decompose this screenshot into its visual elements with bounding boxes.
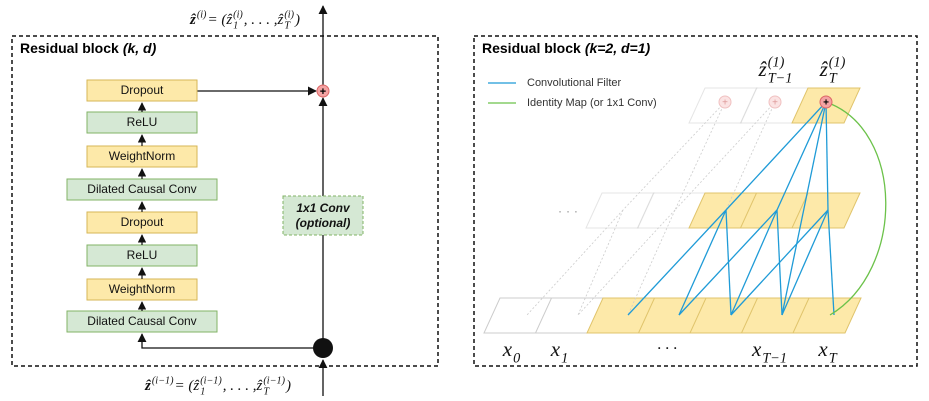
add-node: [718, 95, 732, 109]
math-text: , . . . ,: [244, 12, 278, 28]
formula: ẑ (i−1) = (ẑ 1(i−1), . . . , ẑ T(i−1)): [144, 375, 291, 397]
math-text: (i−1): [200, 375, 222, 386]
math-text: = (: [207, 12, 227, 28]
title-text: Residual block: [482, 40, 581, 56]
left-panel: [11, 35, 439, 367]
cell: [791, 192, 861, 229]
formula: ẑ (i) = (ẑ 1(i), . . . , ẑ T(i)): [189, 9, 300, 31]
math-text: T: [284, 21, 291, 32]
plus: +: [320, 86, 326, 98]
plus: +: [772, 98, 778, 109]
guide: [622, 101, 726, 211]
filter-line: [825, 101, 829, 211]
block-label: Dilated Causal Conv: [87, 314, 196, 328]
filter-line: [678, 209, 727, 316]
math-text: (i): [197, 9, 207, 20]
math-text: ẑ: [144, 378, 152, 394]
math-text: T: [829, 70, 838, 86]
math-text: (i): [284, 9, 294, 20]
block: [86, 79, 198, 102]
math-text: x: [550, 337, 561, 361]
filter-line: [725, 101, 827, 211]
cell: [792, 297, 862, 334]
math-text: x: [751, 337, 762, 361]
math-text: (i−1): [152, 375, 174, 386]
filter-line: [781, 209, 829, 316]
math-text: (1): [768, 55, 785, 71]
guide: [627, 209, 676, 316]
formula: x T−1: [751, 337, 787, 366]
math-text: (i): [233, 9, 243, 20]
legend-label: Identity Map (or 1x1 Conv): [527, 97, 657, 109]
math-text: ): [285, 378, 291, 394]
block-label: Dropout: [121, 215, 164, 229]
math-text: (1): [829, 55, 846, 71]
guide: [577, 209, 624, 316]
math-text: T−1: [768, 70, 793, 86]
math-text: ẑ: [819, 57, 829, 81]
math-text: 1: [561, 350, 568, 366]
ellipsis: · · ·: [558, 203, 578, 218]
title-text: Residual block: [20, 40, 119, 56]
block-label: WeightNorm: [109, 149, 175, 163]
filter-line: [827, 209, 835, 316]
filter-line: [730, 209, 829, 316]
junction: [313, 338, 333, 358]
skip-label: (optional): [296, 216, 351, 230]
block-label: ReLU: [127, 115, 158, 129]
add-node: [316, 84, 330, 98]
math-text: x: [502, 337, 513, 361]
left-title: Residual block (k, d): [20, 40, 157, 56]
math-text: T: [263, 387, 270, 398]
add-node: [768, 95, 782, 109]
filter-line: [627, 209, 727, 316]
skip-box: [282, 195, 364, 236]
math-text: ẑ: [192, 378, 199, 394]
math-text: = (: [174, 378, 194, 394]
math-text: ẑ: [189, 12, 197, 28]
guide: [674, 101, 776, 211]
math-text: ): [294, 12, 300, 28]
math-text: ẑ: [758, 57, 768, 81]
block-label: ReLU: [127, 248, 158, 262]
filter-line: [730, 209, 778, 316]
right-panel: [473, 35, 918, 367]
formula: ẑ T(1): [819, 55, 846, 87]
math-text: 1: [233, 21, 238, 32]
math-text: , . . . ,: [223, 378, 257, 394]
math-text: ẑ: [277, 12, 284, 28]
plus: +: [722, 98, 728, 109]
identity-line: [825, 101, 887, 316]
right-title: Residual block (k=2, d=1): [482, 40, 651, 56]
filter-line: [776, 101, 827, 211]
add-node: [819, 95, 833, 109]
math-text: T−1: [762, 350, 787, 366]
math-text: 0: [513, 350, 520, 366]
title-params: (k=2, d=1): [585, 40, 651, 56]
math-text: T: [829, 350, 838, 366]
formula: ẑ T−1(1): [758, 55, 793, 87]
block-label: Dropout: [121, 83, 164, 97]
filter-line: [781, 101, 827, 316]
math-text: (i−1): [263, 375, 285, 386]
math-text: 1: [200, 387, 205, 398]
filter-line: [678, 209, 778, 316]
block-label: Dilated Causal Conv: [87, 182, 196, 196]
math-text: x: [817, 337, 828, 361]
legend-label: Convolutional Filter: [527, 77, 621, 89]
title-params: (k, d): [123, 40, 157, 56]
math-text: ẑ: [256, 378, 263, 394]
ellipsis: · · ·: [657, 341, 677, 358]
plus: +: [823, 98, 829, 109]
math-text: ẑ: [225, 12, 232, 28]
block-label: WeightNorm: [109, 282, 175, 296]
skip-label: 1x1 Conv: [296, 201, 351, 215]
